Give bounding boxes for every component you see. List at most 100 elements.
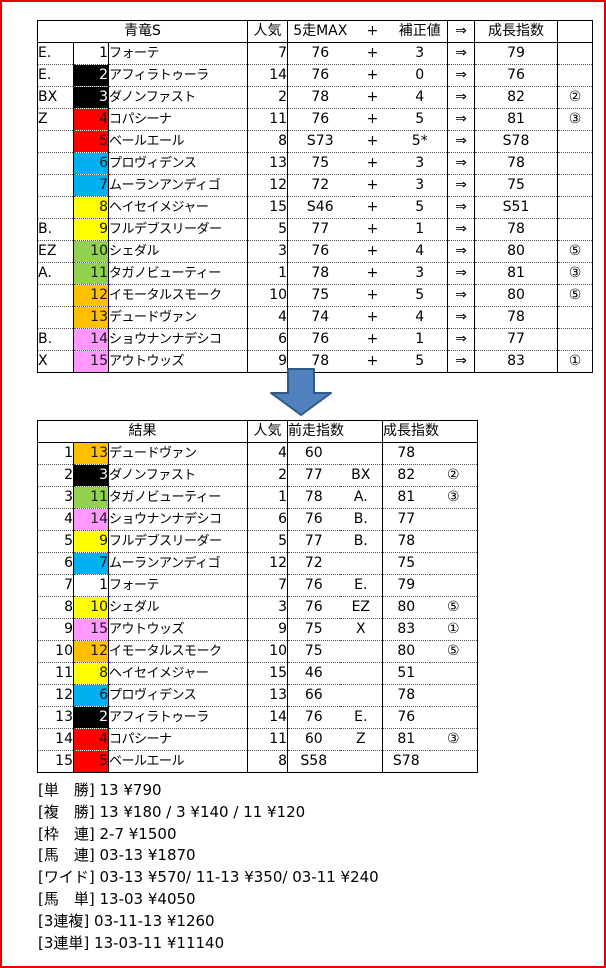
cell-correction: 5 — [392, 108, 448, 131]
cell-horse-name: プロヴィデンス — [107, 152, 248, 175]
cell-horse-number: 5 — [73, 130, 109, 153]
payout-value: 2-7 ¥1500 — [99, 824, 177, 843]
cell-prev-index: 60 — [287, 442, 340, 465]
result-table-row: 12 6 プロヴィデンス 13 66 78 — [37, 684, 478, 707]
cell-horse-name: アウトウッズ — [107, 618, 248, 641]
race-table-row: E. 2 アフィラトゥーラ 14 76 + 0 ⇒ 76 — [37, 64, 593, 87]
cell-rank-circle: ① — [429, 618, 478, 641]
cell-horse-number: 1 — [73, 42, 109, 65]
cell-plus-sign: + — [366, 45, 379, 61]
race-table-row: B. 9 フルデブスリーダー 5 77 + 1 ⇒ 78 — [37, 218, 593, 241]
race-table-row: 5 ベールエール 8 S73 + 5* ⇒ S78 — [37, 130, 593, 153]
race-table: 青竜S 人気 5走MAX + 補正値 ⇒ 成長指数 E. 1 フォーテ 7 76… — [37, 20, 594, 373]
cell-rank-circle — [557, 218, 593, 241]
cell-mark: B. — [339, 508, 383, 531]
cell-growth-index: 81 — [474, 262, 558, 285]
header-rank-empty — [557, 20, 593, 43]
cell-horse-number: 9 — [73, 218, 109, 241]
cell-plus-sign: + — [352, 196, 393, 219]
payout-label: [3連複] — [38, 911, 90, 930]
cell-popularity: 6 — [247, 328, 288, 351]
cell-5run-max: 77 — [287, 218, 353, 241]
cell-growth-index: S78 — [382, 750, 430, 773]
cell-horse-number: 10 — [73, 240, 109, 263]
cell-rank-circle: ⑤ — [557, 284, 593, 307]
cell-growth-index: 83 — [382, 618, 430, 641]
cell-mark — [37, 284, 74, 307]
cell-finish-position: 13 — [37, 706, 74, 729]
cell-horse-number: 7 — [73, 552, 109, 575]
cell-plus-sign: + — [352, 86, 393, 109]
result-table-row: 10 12 イモータルスモーク 10 75 80 ⑤ — [37, 640, 478, 663]
cell-horse-name: ダノンファスト — [107, 464, 248, 487]
cell-popularity: 14 — [247, 706, 288, 729]
cell-horse-name: ヘイセイメジャー — [107, 662, 248, 685]
payout-label: [馬 連] — [38, 846, 95, 865]
cell-horse-number: 4 — [73, 728, 109, 751]
cell-rank-circle — [557, 42, 593, 65]
cell-horse-number: 10 — [73, 596, 109, 619]
cell-popularity: 15 — [247, 662, 288, 685]
payout-label: [ワイド] — [38, 868, 95, 887]
cell-popularity: 4 — [247, 442, 288, 465]
result-table-row: 1 13 デュードヴァン 4 60 78 — [38, 442, 478, 465]
cell-popularity: 10 — [247, 640, 288, 663]
cell-mark — [37, 174, 74, 197]
cell-horse-name: コパシーナ — [107, 108, 248, 131]
cell-rank-circle — [429, 662, 478, 685]
cell-growth-index: 78 — [474, 306, 558, 329]
cell-horse-name: ベールエール — [107, 130, 248, 153]
cell-horse-name: ベールエール — [107, 750, 248, 773]
cell-prev-index: S58 — [287, 750, 340, 773]
cell-growth-index: 80 — [474, 240, 558, 263]
cell-mark — [339, 552, 383, 575]
cell-horse-name: ダノンファスト — [107, 86, 248, 109]
cell-popularity: 12 — [247, 174, 288, 197]
cell-popularity: 2 — [247, 464, 288, 487]
result-table-row: 15 5 ベールエール 8 S58 S78 — [37, 750, 478, 773]
cell-horse-number: 6 — [73, 684, 109, 707]
payout-line: [3連単] 13-03-11 ¥11140 — [38, 933, 379, 955]
cell-growth-index: 81 — [382, 728, 430, 751]
cell-finish-position: 10 — [37, 640, 74, 663]
cell-prev-index: 76 — [287, 508, 340, 531]
down-arrow-icon — [270, 368, 332, 416]
cell-mark: EZ — [37, 240, 74, 263]
cell-horse-name: ショウナンナデシコ — [107, 508, 248, 531]
cell-correction: 4 — [392, 240, 448, 263]
race-table-row: X 15 アウトウッズ 9 78 + 5 ⇒ 83 ① — [37, 350, 593, 373]
cell-5run-max: 75 — [287, 284, 353, 307]
cell-mark — [37, 306, 74, 329]
cell-plus-sign: + — [352, 350, 393, 373]
cell-correction: 1 — [392, 328, 448, 351]
cell-mark — [37, 152, 74, 175]
cell-rank-circle: ③ — [429, 486, 478, 509]
race-table-row: EZ 10 シェダル 3 76 + 4 ⇒ 80 ⑤ — [37, 240, 593, 263]
payout-line: [枠 連] 2-7 ¥1500 — [38, 824, 379, 846]
cell-5run-max: 78 — [287, 86, 353, 109]
cell-rank-circle: ⑤ — [557, 240, 593, 263]
cell-popularity: 1 — [247, 262, 288, 285]
header-popularity: 人気 — [247, 20, 288, 43]
cell-popularity: 8 — [247, 750, 288, 773]
cell-finish-position: 14 — [37, 728, 74, 751]
race-table-row: E. 1 フォーテ 7 76 + 3 ⇒ 79 — [38, 42, 593, 65]
cell-horse-name: アウトウッズ — [107, 350, 248, 373]
cell-correction: 3 — [392, 152, 448, 175]
cell-growth-index: 76 — [382, 706, 430, 729]
cell-prev-index: 60 — [287, 728, 340, 751]
payout-value: 13-03-11 ¥11140 — [94, 933, 225, 952]
cell-popularity: 13 — [247, 152, 288, 175]
cell-horse-name: シェダル — [107, 596, 248, 619]
cell-plus-sign: + — [352, 108, 393, 131]
cell-horse-name: アフィラトゥーラ — [107, 706, 248, 729]
cell-mark: A. — [339, 486, 383, 509]
cell-prev-index: 77 — [287, 530, 340, 553]
result-table-row: 2 3 ダノンファスト 2 77 BX 82 ② — [37, 464, 478, 487]
cell-horse-name: フォーテ — [107, 574, 248, 597]
cell-rank-circle: ③ — [429, 728, 478, 751]
cell-horse-name: フルデブスリーダー — [107, 218, 248, 241]
cell-5run-max: 76 — [287, 108, 353, 131]
cell-arrow: ⇒ — [447, 174, 475, 197]
cell-rank-circle — [557, 196, 593, 219]
